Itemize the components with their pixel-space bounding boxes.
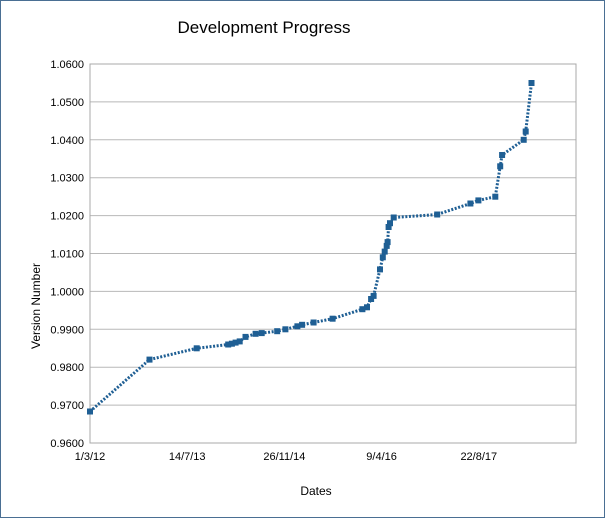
y-tick-label: 1.0000	[50, 286, 84, 298]
data-point	[492, 193, 499, 200]
data-point	[228, 340, 235, 347]
data-point	[379, 254, 386, 261]
x-tick-label: 9/4/16	[366, 451, 397, 463]
series-markers	[87, 80, 535, 415]
data-point	[467, 200, 474, 207]
data-point	[193, 345, 200, 352]
y-tick-label: 1.0400	[50, 135, 84, 147]
x-tick-label: 26/11/14	[263, 451, 305, 463]
data-point	[299, 321, 306, 328]
y-tick-label: 0.9800	[50, 362, 84, 374]
data-point	[528, 80, 535, 86]
data-point	[377, 266, 383, 273]
data-point	[236, 338, 243, 345]
data-point	[252, 330, 259, 337]
y-tick-label: 1.0300	[50, 173, 84, 185]
data-point	[232, 339, 239, 346]
x-axis-ticks: 1/3/12 14/7/13 26/11/14 9/4/16 22/8/17	[75, 451, 497, 463]
data-point	[475, 197, 482, 204]
y-tick-label: 1.0200	[50, 211, 84, 223]
data-point	[383, 242, 390, 249]
data-point	[310, 319, 317, 326]
data-point	[390, 214, 397, 221]
gridlines	[90, 63, 576, 444]
data-point	[381, 248, 388, 255]
data-point	[258, 330, 265, 337]
y-tick-label: 1.0100	[50, 249, 84, 261]
data-point	[364, 304, 370, 311]
y-tick-label: 1.0600	[50, 59, 84, 71]
x-tick-label: 1/3/12	[75, 451, 106, 463]
data-point	[434, 211, 441, 218]
data-point	[225, 341, 232, 348]
x-tick-label: 22/8/17	[460, 451, 497, 463]
data-point	[368, 296, 375, 302]
data-point	[146, 356, 153, 363]
y-tick-label: 0.9700	[50, 400, 84, 412]
data-point	[242, 333, 249, 340]
chart-title: Development Progress	[178, 18, 351, 37]
y-tick-label: 1.0500	[50, 97, 84, 109]
y-axis-label: Version Number	[29, 263, 43, 349]
data-point	[520, 136, 527, 143]
series-line	[89, 82, 533, 413]
y-tick-label: 0.9900	[50, 324, 84, 336]
data-point	[370, 292, 377, 299]
y-tick-label: 0.9600	[50, 438, 84, 450]
data-point	[499, 152, 506, 158]
data-point	[497, 163, 504, 170]
data-point	[384, 239, 391, 246]
y-axis-ticks: 0.9600 0.9700 0.9800 0.9900 1.0000 1.0100 1.02…	[50, 59, 84, 450]
data-point	[329, 315, 336, 322]
data-point	[274, 328, 281, 335]
x-tick-label: 14/7/13	[169, 451, 206, 463]
plot-area	[89, 63, 577, 444]
data-point	[294, 323, 301, 330]
data-point	[385, 224, 392, 230]
data-point	[359, 306, 366, 313]
data-point	[522, 128, 529, 135]
data-point	[282, 326, 289, 333]
data-point	[87, 408, 93, 415]
x-axis-label: Dates	[300, 484, 331, 498]
data-point	[387, 220, 393, 227]
